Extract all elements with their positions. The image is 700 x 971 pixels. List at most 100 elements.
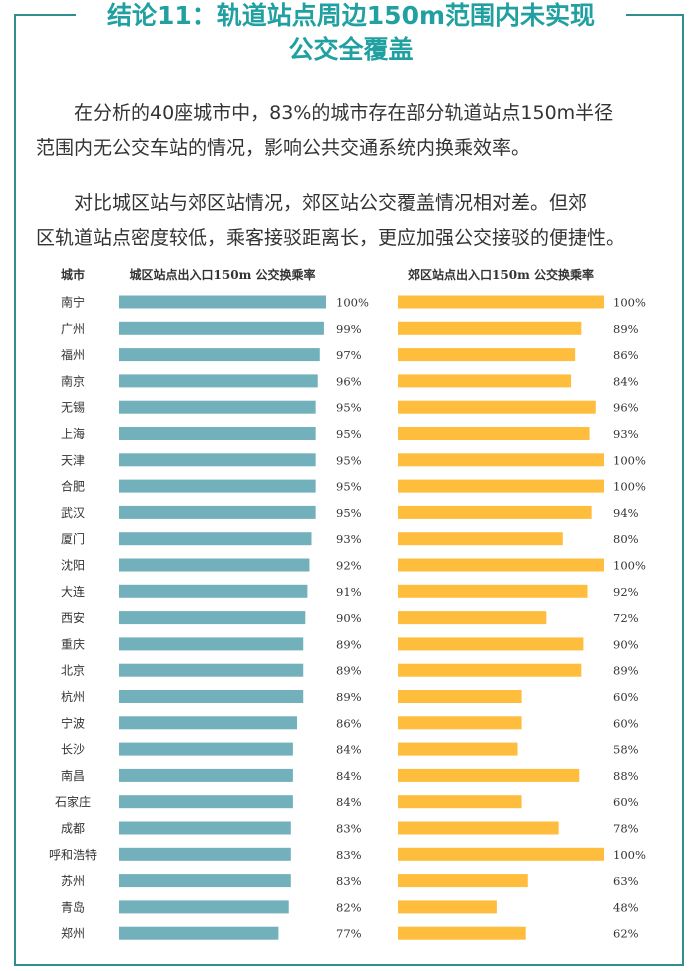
suburban-bar (398, 400, 596, 414)
urban-value-label: 92% (336, 559, 362, 573)
series-2-header: 郊区站点出入口150m 公交换乘率 (408, 267, 594, 282)
urban-value-label: 90% (336, 611, 362, 625)
urban-bar (119, 926, 279, 940)
suburban-bar (398, 532, 563, 546)
urban-bar (119, 874, 291, 888)
urban-bar (119, 479, 316, 493)
urban-value-label: 83% (336, 848, 362, 862)
category-label: 成都 (61, 822, 85, 836)
suburban-value-label: 93% (613, 427, 639, 441)
category-label: 南宁 (61, 295, 85, 310)
category-label: 苏州 (61, 874, 85, 888)
title-rule-left (14, 14, 76, 16)
urban-value-label: 82% (336, 900, 362, 914)
urban-value-label: 86% (336, 716, 362, 730)
category-label: 沈阳 (61, 558, 85, 573)
suburban-bar (398, 558, 604, 572)
suburban-bar (398, 427, 590, 440)
urban-value-label: 95% (336, 427, 362, 441)
suburban-bar (398, 742, 518, 756)
urban-bar (119, 690, 304, 703)
urban-bar (119, 847, 291, 861)
urban-value-label: 91% (336, 585, 362, 599)
urban-value-label: 89% (336, 664, 362, 678)
category-label: 南京 (61, 373, 85, 388)
suburban-bar (398, 584, 588, 598)
urban-value-label: 97% (336, 348, 362, 362)
paragraph-1-line2: 范围内无公交车站的情况，影响公共交通系统内换乘效率。 (36, 137, 531, 159)
suburban-value-label: 90% (613, 637, 639, 651)
category-label: 北京 (61, 664, 85, 678)
suburban-bar (398, 453, 604, 467)
suburban-bar (398, 768, 580, 782)
urban-bar (119, 716, 298, 730)
suburban-value-label: 63% (613, 874, 639, 888)
suburban-bar (398, 847, 604, 861)
urban-bar (119, 795, 293, 809)
urban-bar (119, 348, 320, 362)
urban-bar (119, 663, 304, 677)
suburban-value-label: 78% (613, 822, 639, 836)
paragraph-1: 在分析的40座城市中，83%的城市存在部分轨道站点150m半径 范围内无公交车站… (36, 96, 668, 166)
urban-bar (119, 821, 291, 835)
suburban-value-label: 100% (613, 296, 646, 310)
suburban-bar (398, 874, 528, 888)
urban-value-label: 89% (336, 690, 362, 704)
urban-bar (119, 400, 316, 414)
suburban-value-label: 86% (613, 348, 639, 362)
category-label: 广州 (61, 322, 85, 336)
category-label: 无锡 (61, 400, 85, 415)
category-label: 武汉 (61, 506, 85, 520)
urban-bar (119, 427, 316, 440)
urban-value-label: 83% (336, 822, 362, 836)
category-label: 厦门 (61, 531, 85, 546)
urban-value-label: 100% (336, 296, 369, 310)
suburban-value-label: 48% (613, 900, 639, 914)
urban-value-label: 83% (336, 874, 362, 888)
category-label: 长沙 (61, 743, 85, 757)
suburban-bar (398, 821, 559, 835)
suburban-bar (398, 926, 526, 940)
urban-bar (119, 742, 293, 756)
urban-value-label: 89% (336, 637, 362, 651)
suburban-bar (398, 321, 582, 335)
urban-value-label: 95% (336, 401, 362, 415)
category-label: 大连 (61, 584, 85, 599)
suburban-value-label: 100% (613, 559, 646, 573)
suburban-value-label: 58% (613, 743, 639, 757)
category-label: 南昌 (61, 768, 85, 783)
suburban-bar (398, 795, 522, 809)
urban-value-label: 84% (336, 769, 362, 783)
urban-value-label: 84% (336, 795, 362, 809)
urban-bar (119, 321, 324, 335)
suburban-value-label: 89% (613, 322, 639, 336)
paragraph-1-line1: 在分析的40座城市中，83%的城市存在部分轨道站点150m半径 (74, 102, 614, 124)
category-label: 石家庄 (55, 794, 91, 809)
urban-bar (119, 532, 312, 546)
suburban-value-label: 80% (613, 532, 639, 546)
suburban-bar (398, 663, 582, 677)
category-label: 郑州 (61, 926, 85, 941)
category-label: 合肥 (61, 479, 85, 494)
suburban-bar (398, 374, 572, 388)
urban-value-label: 95% (336, 480, 362, 494)
category-label: 宁波 (61, 715, 85, 730)
category-label: 上海 (61, 426, 85, 441)
suburban-value-label: 60% (613, 795, 639, 809)
suburban-bar (398, 690, 522, 703)
suburban-value-label: 100% (613, 848, 646, 862)
urban-bar (119, 505, 316, 519)
urban-value-label: 95% (336, 506, 362, 520)
page-title-line2: 公交全覆盖 (288, 35, 414, 64)
suburban-bar (398, 716, 522, 730)
category-label: 青岛 (61, 899, 85, 914)
category-label: 西安 (61, 610, 85, 625)
suburban-value-label: 100% (613, 453, 646, 467)
urban-bar (119, 584, 308, 598)
category-label: 天津 (61, 453, 85, 467)
suburban-value-label: 96% (613, 401, 639, 415)
suburban-value-label: 89% (613, 664, 639, 678)
suburban-value-label: 62% (613, 927, 639, 941)
suburban-value-label: 94% (613, 506, 639, 520)
urban-value-label: 99% (336, 322, 362, 336)
